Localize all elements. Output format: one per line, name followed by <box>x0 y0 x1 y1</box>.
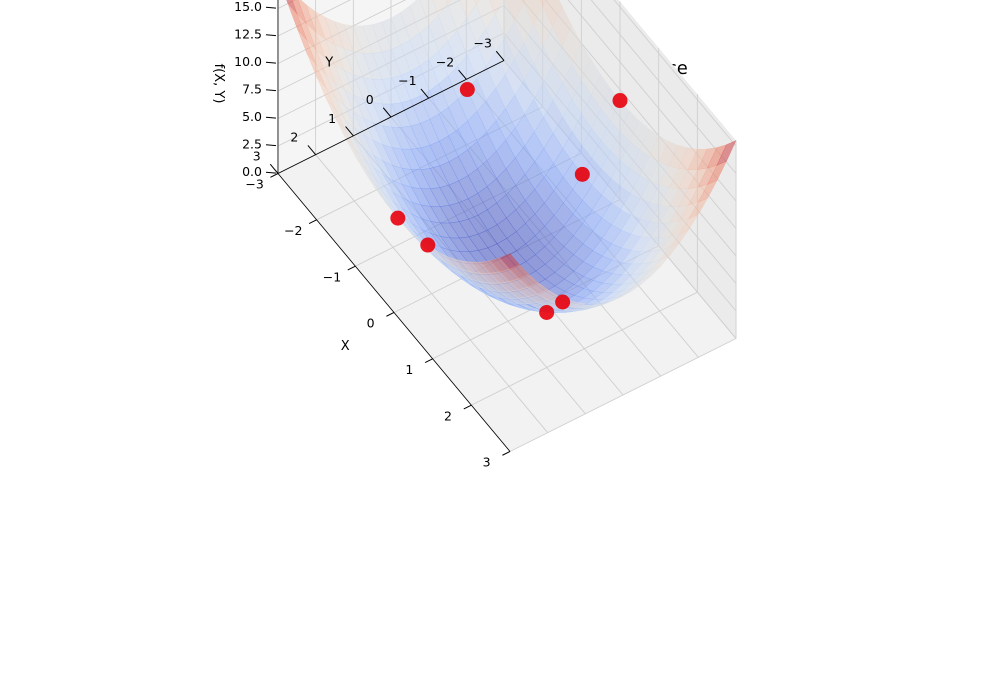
grid-line <box>315 154 549 433</box>
axes: −3−2−10123−3−2−101230.02.55.07.510.012.5… <box>234 0 511 470</box>
x-axis-tick <box>308 219 317 225</box>
y-axis-label: Y <box>324 56 333 71</box>
y-axis-tick <box>458 69 467 80</box>
z-axis-tick <box>265 144 277 147</box>
x-tick-label: 2 <box>444 408 452 423</box>
y-tick-label: 0 <box>366 92 374 107</box>
y-tick-label: −2 <box>436 54 454 69</box>
data-point <box>420 237 436 253</box>
y-axis-tick <box>382 107 392 118</box>
data-point <box>539 304 555 320</box>
x-tick-label: −2 <box>284 223 302 238</box>
x-tick-label: −1 <box>323 269 341 284</box>
z-axis-tick <box>265 34 277 37</box>
surface <box>286 0 737 313</box>
grid-line <box>590 0 737 174</box>
x-tick-label: 0 <box>367 316 375 331</box>
x-axis-tick <box>270 173 279 178</box>
data-point <box>555 294 571 310</box>
surface-patch <box>716 140 737 166</box>
x-axis-label: X <box>341 339 350 354</box>
z-axis-tick <box>265 61 277 64</box>
z-tick-label: 15.0 <box>234 0 262 14</box>
x-axis-tick <box>424 358 433 364</box>
z-axis-tick <box>265 89 277 92</box>
z-axis-label: f(X, Y) <box>211 64 226 104</box>
z-tick-label: 10.0 <box>234 54 262 69</box>
x-tick-label: 3 <box>483 455 491 470</box>
z-tick-label: 5.0 <box>242 109 262 124</box>
y-tick-label: 1 <box>328 111 336 126</box>
z-tick-label: 12.5 <box>234 27 262 42</box>
y-tick-label: 3 <box>253 149 261 164</box>
x-tick-label: 1 <box>405 362 413 377</box>
data-point <box>459 82 475 98</box>
y-tick-label: −3 <box>474 36 492 51</box>
y-axis-tick <box>345 126 354 137</box>
y-axis-tick <box>307 145 317 155</box>
grid-line <box>613 0 737 147</box>
z-tick-label: 0.0 <box>242 164 262 179</box>
data-points <box>390 82 628 320</box>
z-tick-label: 2.5 <box>242 137 262 152</box>
data-point <box>612 93 628 109</box>
y-tick-label: −1 <box>398 73 416 88</box>
y-axis-tick <box>269 163 279 174</box>
z-axis-tick <box>265 6 277 9</box>
y-axis-tick <box>420 88 430 99</box>
x-axis-tick <box>347 265 356 271</box>
z-tick-label: 7.5 <box>242 82 262 97</box>
x-axis-tick <box>463 404 472 410</box>
x-axis-tick <box>502 451 511 456</box>
z-axis-tick <box>265 171 277 174</box>
y-tick-label: 2 <box>290 130 298 145</box>
z-axis-tick <box>265 116 277 119</box>
data-point <box>574 166 590 182</box>
x-axis-tick <box>386 312 395 317</box>
x-tick-label: −3 <box>245 177 263 192</box>
y-axis-tick <box>495 50 505 61</box>
data-point <box>390 210 406 226</box>
